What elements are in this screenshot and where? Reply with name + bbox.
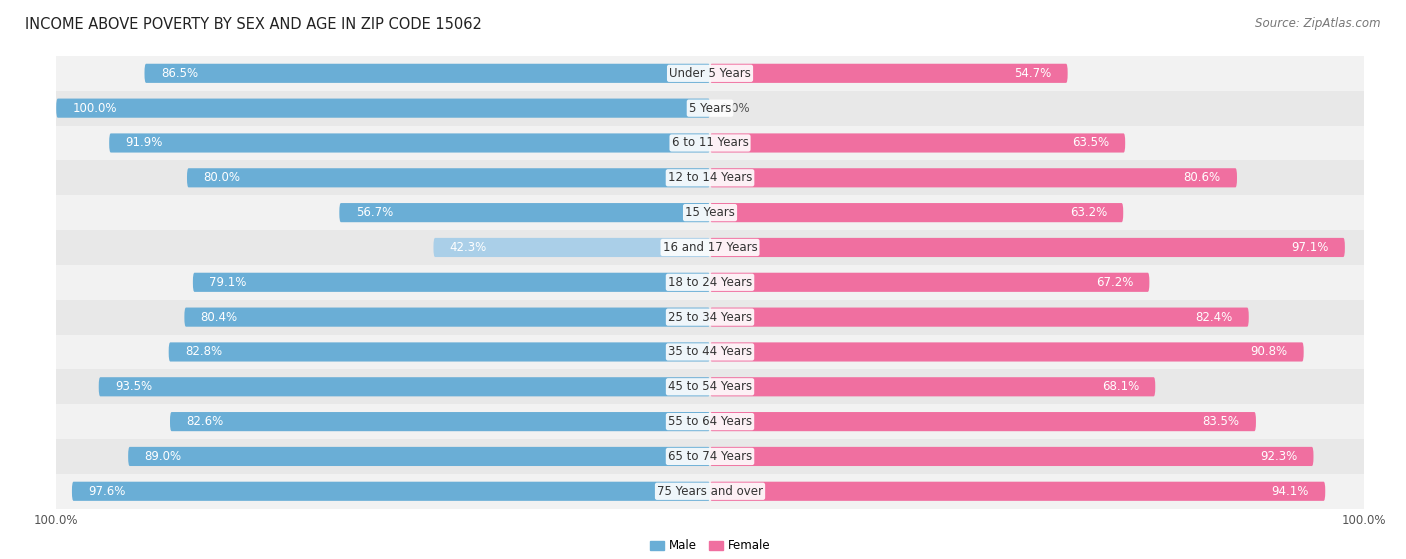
Text: 83.5%: 83.5% — [1202, 415, 1240, 428]
FancyBboxPatch shape — [710, 482, 1326, 501]
Text: 0.0%: 0.0% — [720, 102, 749, 115]
Text: Under 5 Years: Under 5 Years — [669, 67, 751, 80]
FancyBboxPatch shape — [169, 342, 710, 362]
Text: 68.1%: 68.1% — [1102, 380, 1139, 394]
Text: 82.4%: 82.4% — [1195, 311, 1233, 324]
Bar — [56, 160, 1364, 195]
Text: 56.7%: 56.7% — [356, 206, 392, 219]
FancyBboxPatch shape — [128, 447, 710, 466]
Text: INCOME ABOVE POVERTY BY SEX AND AGE IN ZIP CODE 15062: INCOME ABOVE POVERTY BY SEX AND AGE IN Z… — [25, 17, 482, 32]
FancyBboxPatch shape — [187, 168, 710, 187]
Text: 79.1%: 79.1% — [209, 276, 246, 289]
Legend: Male, Female: Male, Female — [645, 534, 775, 557]
FancyBboxPatch shape — [433, 238, 710, 257]
Bar — [56, 334, 1364, 369]
Text: 80.6%: 80.6% — [1184, 171, 1220, 184]
FancyBboxPatch shape — [339, 203, 710, 222]
FancyBboxPatch shape — [145, 64, 710, 83]
FancyBboxPatch shape — [193, 273, 710, 292]
Text: 35 to 44 Years: 35 to 44 Years — [668, 345, 752, 358]
FancyBboxPatch shape — [110, 134, 710, 153]
FancyBboxPatch shape — [710, 412, 1256, 431]
FancyBboxPatch shape — [710, 64, 1067, 83]
FancyBboxPatch shape — [710, 377, 1156, 396]
Text: 6 to 11 Years: 6 to 11 Years — [672, 136, 748, 149]
Text: 97.6%: 97.6% — [89, 485, 125, 498]
FancyBboxPatch shape — [184, 307, 710, 326]
FancyBboxPatch shape — [72, 482, 710, 501]
Bar — [56, 56, 1364, 91]
Text: 5 Years: 5 Years — [689, 102, 731, 115]
Text: 86.5%: 86.5% — [160, 67, 198, 80]
Text: 89.0%: 89.0% — [145, 450, 181, 463]
Text: 91.9%: 91.9% — [125, 136, 163, 149]
FancyBboxPatch shape — [170, 412, 710, 431]
Bar — [56, 369, 1364, 404]
Text: 54.7%: 54.7% — [1014, 67, 1052, 80]
Bar — [56, 474, 1364, 509]
Text: 80.4%: 80.4% — [201, 311, 238, 324]
FancyBboxPatch shape — [710, 168, 1237, 187]
Text: 55 to 64 Years: 55 to 64 Years — [668, 415, 752, 428]
Text: 25 to 34 Years: 25 to 34 Years — [668, 311, 752, 324]
Text: 67.2%: 67.2% — [1095, 276, 1133, 289]
Text: 75 Years and over: 75 Years and over — [657, 485, 763, 498]
Text: 42.3%: 42.3% — [450, 241, 486, 254]
Text: 63.2%: 63.2% — [1070, 206, 1107, 219]
Text: 97.1%: 97.1% — [1291, 241, 1329, 254]
FancyBboxPatch shape — [56, 98, 710, 118]
Text: 65 to 74 Years: 65 to 74 Years — [668, 450, 752, 463]
Text: 16 and 17 Years: 16 and 17 Years — [662, 241, 758, 254]
Text: 80.0%: 80.0% — [204, 171, 240, 184]
Text: 82.8%: 82.8% — [186, 345, 222, 358]
FancyBboxPatch shape — [710, 238, 1346, 257]
Text: 18 to 24 Years: 18 to 24 Years — [668, 276, 752, 289]
Bar — [56, 404, 1364, 439]
Text: 100.0%: 100.0% — [73, 102, 117, 115]
Bar — [56, 126, 1364, 160]
Text: 92.3%: 92.3% — [1260, 450, 1298, 463]
Text: 90.8%: 90.8% — [1250, 345, 1288, 358]
FancyBboxPatch shape — [710, 203, 1123, 222]
Text: 63.5%: 63.5% — [1071, 136, 1109, 149]
Text: Source: ZipAtlas.com: Source: ZipAtlas.com — [1256, 17, 1381, 30]
FancyBboxPatch shape — [710, 447, 1313, 466]
FancyBboxPatch shape — [98, 377, 710, 396]
Text: 94.1%: 94.1% — [1271, 485, 1309, 498]
FancyBboxPatch shape — [710, 342, 1303, 362]
Text: 12 to 14 Years: 12 to 14 Years — [668, 171, 752, 184]
FancyBboxPatch shape — [710, 273, 1149, 292]
Text: 82.6%: 82.6% — [187, 415, 224, 428]
Text: 15 Years: 15 Years — [685, 206, 735, 219]
Bar — [56, 300, 1364, 334]
Bar — [56, 91, 1364, 126]
Bar — [56, 439, 1364, 474]
FancyBboxPatch shape — [710, 134, 1125, 153]
Text: 45 to 54 Years: 45 to 54 Years — [668, 380, 752, 394]
Text: 93.5%: 93.5% — [115, 380, 152, 394]
FancyBboxPatch shape — [710, 307, 1249, 326]
Bar — [56, 265, 1364, 300]
Bar — [56, 230, 1364, 265]
Bar — [56, 195, 1364, 230]
